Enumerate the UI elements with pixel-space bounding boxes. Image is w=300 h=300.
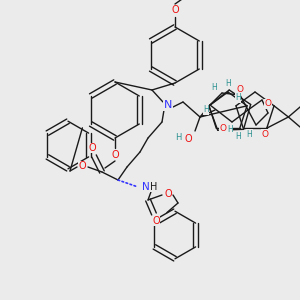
Text: O: O	[184, 134, 192, 144]
Text: O: O	[164, 189, 172, 199]
Text: O: O	[261, 130, 268, 139]
Text: H: H	[203, 106, 209, 115]
Text: H: H	[150, 182, 158, 192]
Text: H: H	[235, 93, 241, 102]
Text: H: H	[211, 82, 217, 91]
Text: N: N	[164, 100, 172, 110]
Text: H: H	[246, 130, 252, 139]
Text: O: O	[152, 216, 160, 226]
Text: H: H	[225, 80, 231, 88]
Text: H: H	[235, 132, 241, 141]
Text: H: H	[175, 133, 181, 142]
Text: N: N	[142, 182, 150, 192]
Text: O: O	[171, 5, 179, 15]
Text: O: O	[111, 150, 119, 160]
Text: O: O	[220, 124, 227, 133]
Text: O: O	[236, 85, 244, 94]
Text: O: O	[78, 161, 86, 171]
Text: O: O	[265, 99, 272, 108]
Text: O: O	[88, 143, 96, 153]
Text: H: H	[227, 125, 233, 134]
